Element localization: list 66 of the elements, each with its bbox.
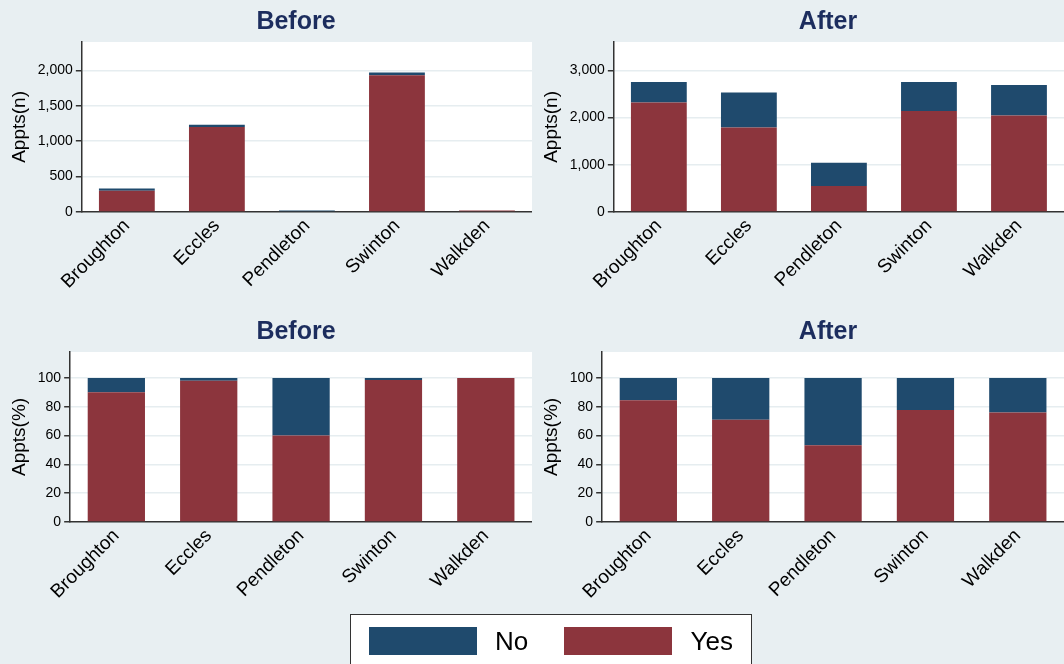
bar bbox=[896, 377, 955, 411]
bar bbox=[720, 92, 777, 128]
y-axis-title: Appts(n) bbox=[539, 91, 561, 163]
bar bbox=[991, 84, 1047, 116]
y-tick-label: 2,000 bbox=[37, 61, 74, 78]
chart-title: Before bbox=[255, 316, 337, 345]
chart-title: After bbox=[797, 6, 859, 35]
bar bbox=[87, 392, 145, 522]
y-tick-label: 1,500 bbox=[37, 96, 74, 113]
y-tick-label: 2,000 bbox=[569, 108, 606, 125]
y-axis-title: Appts(n) bbox=[7, 91, 29, 163]
y-tick-label: 0 bbox=[585, 512, 594, 529]
legend-label: No bbox=[495, 625, 529, 657]
bar bbox=[720, 127, 777, 212]
bar bbox=[180, 377, 238, 381]
y-axis-title: Appts(%) bbox=[539, 397, 561, 477]
bar bbox=[98, 190, 155, 212]
y-tick-label: 3,000 bbox=[569, 61, 606, 78]
bar bbox=[364, 377, 423, 381]
bar bbox=[804, 445, 862, 522]
y-tick-label: 40 bbox=[577, 455, 594, 472]
y-tick-label: 0 bbox=[65, 202, 74, 219]
legend-label: Yes bbox=[690, 625, 733, 657]
bar bbox=[272, 377, 330, 436]
bar bbox=[457, 377, 515, 522]
bar bbox=[619, 377, 677, 401]
bar bbox=[901, 82, 957, 111]
bar bbox=[896, 410, 955, 522]
y-tick-label: 40 bbox=[45, 455, 62, 472]
bar bbox=[369, 75, 425, 212]
bar bbox=[989, 412, 1047, 522]
bar bbox=[630, 82, 687, 103]
bar bbox=[712, 377, 770, 420]
bar bbox=[901, 110, 957, 212]
bar bbox=[989, 377, 1047, 413]
bar bbox=[712, 419, 770, 522]
bar bbox=[87, 377, 145, 393]
y-tick-label: 1,000 bbox=[37, 131, 74, 148]
y-tick-label: 80 bbox=[577, 397, 594, 414]
y-axis-title: Appts(%) bbox=[7, 397, 29, 477]
y-tick-label: 60 bbox=[45, 426, 62, 443]
chart-title: After bbox=[797, 316, 859, 345]
chart-title: Before bbox=[255, 6, 337, 35]
y-tick-label: 0 bbox=[597, 202, 606, 219]
y-tick-label: 1,000 bbox=[569, 155, 606, 172]
y-tick-label: 100 bbox=[37, 368, 62, 385]
bar bbox=[991, 115, 1047, 212]
bar bbox=[804, 377, 862, 446]
bar bbox=[188, 126, 245, 212]
y-tick-label: 20 bbox=[45, 483, 62, 500]
bar bbox=[619, 400, 677, 522]
bar bbox=[98, 188, 155, 191]
bar bbox=[180, 380, 238, 522]
bar bbox=[272, 435, 330, 522]
bar bbox=[630, 102, 687, 212]
y-tick-label: 0 bbox=[53, 512, 62, 529]
bar bbox=[364, 380, 423, 522]
bar bbox=[188, 124, 245, 127]
bar bbox=[811, 185, 867, 212]
y-tick-label: 80 bbox=[45, 397, 62, 414]
bar bbox=[369, 72, 425, 76]
y-tick-label: 20 bbox=[577, 483, 594, 500]
y-tick-label: 500 bbox=[49, 167, 74, 184]
bar bbox=[811, 162, 867, 186]
y-tick-label: 60 bbox=[577, 426, 594, 443]
y-tick-label: 100 bbox=[569, 368, 594, 385]
